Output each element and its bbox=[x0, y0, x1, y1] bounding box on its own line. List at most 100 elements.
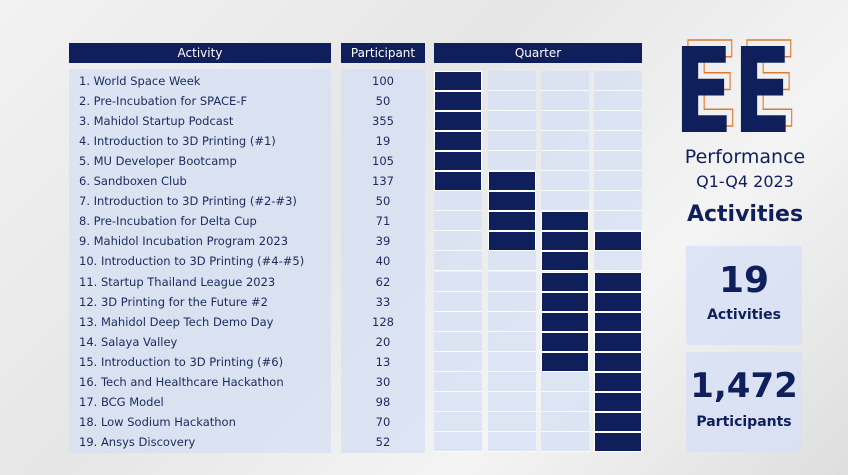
participants-total: 1,472 bbox=[686, 366, 802, 406]
quarter-cell bbox=[541, 412, 589, 432]
activity-name: 16. Tech and Healthcare Hackathon bbox=[79, 372, 284, 392]
participant-count: 355 bbox=[341, 111, 425, 131]
quarter-cell bbox=[434, 312, 482, 332]
quarter-cell bbox=[594, 251, 642, 271]
quarter-cell bbox=[488, 352, 536, 372]
activity-name: 17. BCG Model bbox=[79, 392, 164, 412]
quarter-active bbox=[594, 292, 642, 312]
participant-count: 50 bbox=[341, 91, 425, 111]
quarter-cell bbox=[541, 111, 589, 131]
participant-count: 70 bbox=[341, 412, 425, 432]
activity-name: 1. World Space Week bbox=[79, 71, 200, 91]
activity-name: 15. Introduction to 3D Printing (#6) bbox=[79, 352, 283, 372]
quarter-cell bbox=[434, 231, 482, 251]
quarter-cell bbox=[434, 272, 482, 292]
quarter-cell bbox=[488, 312, 536, 332]
quarter-active bbox=[541, 332, 589, 352]
participants-label: Participants bbox=[686, 414, 802, 430]
quarter-cell bbox=[434, 251, 482, 271]
quarter-active bbox=[434, 151, 482, 171]
quarter-cell bbox=[594, 171, 642, 191]
quarter-active bbox=[594, 231, 642, 251]
quarter-active bbox=[488, 211, 536, 231]
quarter-cell bbox=[594, 71, 642, 91]
quarter-cell bbox=[541, 191, 589, 211]
activity-name: 4. Introduction to 3D Printing (#1) bbox=[79, 131, 276, 151]
quarter-cell bbox=[434, 412, 482, 432]
header-participant: Participant bbox=[341, 43, 425, 63]
quarter-cell bbox=[434, 292, 482, 312]
activity-name: 2. Pre-Incubation for SPACE-F bbox=[79, 91, 247, 111]
quarter-cell bbox=[594, 111, 642, 131]
quarter-cell bbox=[434, 372, 482, 392]
quarter-active bbox=[594, 312, 642, 332]
quarter-cell bbox=[541, 91, 589, 111]
quarter-active bbox=[488, 191, 536, 211]
participant-count: 33 bbox=[341, 292, 425, 312]
quarter-cell bbox=[488, 332, 536, 352]
participant-count: 137 bbox=[341, 171, 425, 191]
quarter-active bbox=[594, 352, 642, 372]
quarter-cell bbox=[434, 191, 482, 211]
quarter-cell bbox=[541, 432, 589, 452]
activity-name: 12. 3D Printing for the Future #2 bbox=[79, 292, 268, 312]
activities-label: Activities bbox=[686, 307, 802, 323]
quarter-cell bbox=[488, 91, 536, 111]
activity-name: 7. Introduction to 3D Printing (#2-#3) bbox=[79, 191, 297, 211]
quarter-active bbox=[541, 292, 589, 312]
quarter-active bbox=[541, 251, 589, 271]
quarter-cell bbox=[434, 332, 482, 352]
quarter-cell bbox=[541, 71, 589, 91]
quarter-active bbox=[541, 352, 589, 372]
quarter-cell bbox=[488, 71, 536, 91]
quarter-active bbox=[594, 412, 642, 432]
quarter-active bbox=[541, 312, 589, 332]
participant-count: 105 bbox=[341, 151, 425, 171]
quarter-cell bbox=[434, 432, 482, 452]
quarter-cell bbox=[594, 91, 642, 111]
quarter-cell bbox=[541, 131, 589, 151]
participant-count: 62 bbox=[341, 272, 425, 292]
activities-box: 19 Activities bbox=[686, 246, 802, 345]
activity-name: 18. Low Sodium Hackathon bbox=[79, 412, 236, 432]
activity-name: 8. Pre-Incubation for Delta Cup bbox=[79, 211, 257, 231]
header-activity: Activity bbox=[69, 43, 331, 63]
performance: Performance bbox=[660, 146, 830, 168]
quarter-cell bbox=[434, 211, 482, 231]
quarter-active bbox=[541, 272, 589, 292]
participant-count: 39 bbox=[341, 231, 425, 251]
activity-name: 3. Mahidol Startup Podcast bbox=[79, 111, 233, 131]
logo-text: EE bbox=[674, 30, 792, 135]
quarter-cell bbox=[488, 432, 536, 452]
activity-name: 6. Sandboxen Club bbox=[79, 171, 187, 191]
participant-count: 13 bbox=[341, 352, 425, 372]
quarter-cell bbox=[488, 151, 536, 171]
participant-count: 50 bbox=[341, 191, 425, 211]
activity-name: 19. Ansys Discovery bbox=[79, 432, 195, 452]
participant-count: 98 bbox=[341, 392, 425, 412]
quarter-active bbox=[434, 171, 482, 191]
quarter-cell bbox=[488, 131, 536, 151]
quarter-active bbox=[488, 171, 536, 191]
quarter-cell bbox=[488, 251, 536, 271]
quarter-active bbox=[434, 91, 482, 111]
participant-count: 52 bbox=[341, 432, 425, 452]
participant-count: 128 bbox=[341, 312, 425, 332]
quarter-cell bbox=[488, 412, 536, 432]
quarter-cell bbox=[488, 372, 536, 392]
quarter-active bbox=[488, 231, 536, 251]
quarter-active bbox=[434, 71, 482, 91]
quarter-active bbox=[594, 432, 642, 452]
quarter-cell bbox=[594, 131, 642, 151]
header-quarter: Quarter bbox=[434, 43, 642, 63]
period: Q1-Q4 2023 bbox=[660, 172, 830, 191]
quarter-cell bbox=[488, 111, 536, 131]
quarter-active bbox=[541, 231, 589, 251]
participant-count: 40 bbox=[341, 251, 425, 271]
activity-name: 10. Introduction to 3D Printing (#4-#5) bbox=[79, 251, 304, 271]
quarter-active bbox=[594, 332, 642, 352]
participant-count: 71 bbox=[341, 211, 425, 231]
quarter-cell bbox=[594, 151, 642, 171]
quarter-active bbox=[594, 372, 642, 392]
participants-box: 1,472 Participants bbox=[686, 352, 802, 452]
